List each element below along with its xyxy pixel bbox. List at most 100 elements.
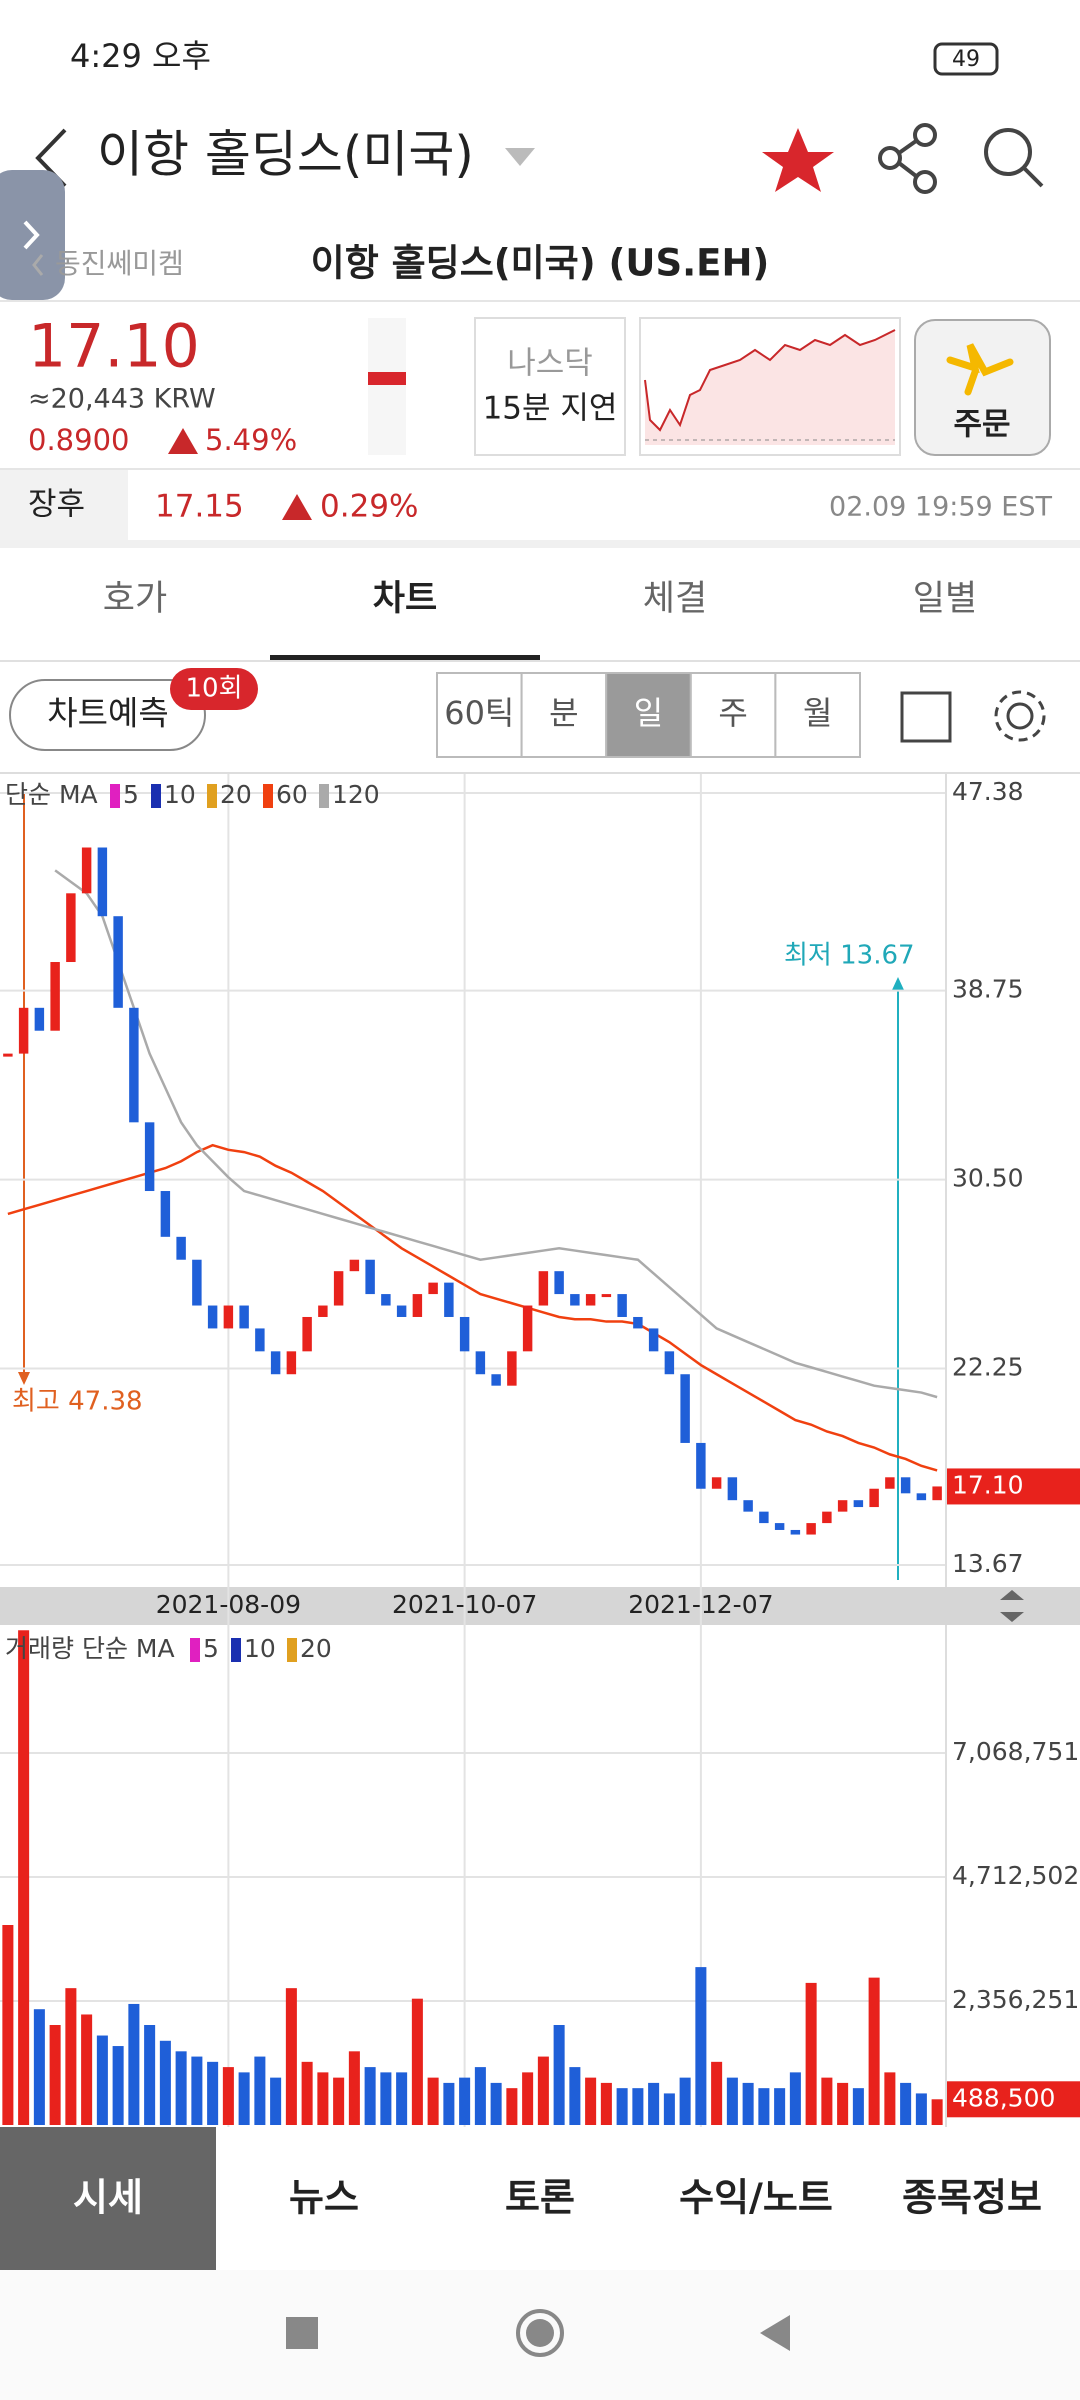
mini-candle-box: [368, 318, 406, 455]
legend-swatch: [319, 784, 329, 808]
legend-label: 20: [300, 1634, 332, 1663]
after-hours-cell: [0, 470, 128, 540]
volume-bar: [600, 2082, 612, 2125]
volume-bar: [900, 2082, 912, 2125]
volume-bar: [2, 1925, 14, 2125]
tab[interactable]: 호가: [103, 579, 167, 619]
y-tick-label: 47.38: [952, 777, 1024, 806]
market-box: [474, 317, 626, 456]
tab[interactable]: 체결: [643, 579, 707, 619]
candle: [900, 1477, 911, 1494]
arrowhead: [18, 1372, 30, 1385]
prev-arrow: [32, 254, 44, 276]
volume-bar: [679, 2077, 691, 2125]
candle: [633, 1316, 643, 1329]
candle: [270, 1351, 281, 1375]
bottom-tab[interactable]: 종목정보: [902, 2176, 1042, 2220]
candle: [129, 1007, 139, 1123]
fullscreen[interactable]: [900, 691, 952, 743]
favorite[interactable]: [762, 128, 834, 192]
candle: [318, 1305, 328, 1317]
up-triangle: [168, 428, 198, 454]
candle: [617, 1294, 627, 1317]
volume-bar: [648, 2082, 660, 2125]
legend-swatch: [110, 784, 120, 808]
settings[interactable]: [994, 690, 1046, 742]
period-button[interactable]: [774, 672, 862, 758]
bottom-tab[interactable]: 수익/노트: [679, 2176, 833, 2220]
candle: [333, 1271, 344, 1306]
bottom-tab[interactable]: 시세: [73, 2176, 143, 2220]
price-krw: ≈20,443 KRW: [28, 384, 216, 415]
nav-back[interactable]: [760, 2315, 790, 2351]
volume-bar: [411, 1998, 423, 2125]
candle: [365, 1259, 375, 1295]
y-tick-label: 30.50: [952, 1164, 1024, 1193]
sparkline-fill: [645, 330, 895, 445]
volume-bar: [553, 2025, 565, 2125]
dropdown[interactable]: [505, 148, 535, 166]
volume-bar: [49, 2025, 61, 2125]
volume-bar: [695, 1967, 707, 2125]
volume-bar: [852, 2088, 864, 2125]
candle: [790, 1529, 801, 1535]
candle: [428, 1282, 438, 1295]
candle: [50, 962, 60, 1031]
legend-swatch: [287, 1638, 297, 1662]
period-button[interactable]: [436, 672, 523, 758]
volume-bar: [254, 2056, 266, 2125]
legend-label: 10: [164, 780, 196, 809]
candle: [869, 1488, 879, 1508]
period-button[interactable]: [520, 672, 608, 758]
candle: [207, 1305, 218, 1329]
share[interactable]: [878, 123, 937, 194]
volume-bar: [506, 2088, 518, 2125]
volume-bar: [333, 2077, 345, 2125]
volume-bar: [711, 2061, 723, 2125]
volume-bar: [144, 2025, 156, 2125]
legend-label: 120: [332, 780, 380, 809]
candle: [444, 1282, 454, 1317]
volume-bar: [348, 2051, 360, 2125]
candle: [34, 1007, 45, 1031]
volume-bar: [742, 2082, 754, 2125]
tab-underline: [270, 655, 540, 660]
divider: [0, 468, 1080, 470]
order-button[interactable]: [914, 319, 1051, 456]
volume-bar: [868, 1977, 880, 2125]
period-button[interactable]: [689, 672, 777, 758]
candle: [507, 1351, 517, 1386]
candle: [759, 1511, 769, 1524]
volume-bar: [821, 2077, 833, 2125]
side-tab[interactable]: [0, 170, 65, 300]
change-pct: 5.49%: [205, 423, 297, 457]
volume-bar: [301, 2061, 313, 2125]
divider: [0, 300, 1080, 302]
period-button[interactable]: [605, 672, 692, 758]
legend-title: 단순 MA: [5, 780, 98, 809]
volume-bar: [427, 2077, 439, 2125]
volume-bar: [396, 2072, 408, 2125]
sparkline: [644, 329, 896, 432]
candle: [916, 1493, 927, 1501]
battery-level: 49: [952, 47, 980, 72]
resize-handle[interactable]: [1000, 1590, 1024, 1622]
nav-home[interactable]: [516, 2309, 564, 2357]
bottom-tab[interactable]: 토론: [505, 2176, 575, 2220]
predict-button[interactable]: [9, 679, 206, 751]
nav-recent[interactable]: [286, 2317, 318, 2349]
price: 17.10: [28, 312, 200, 382]
prev-stock[interactable]: 동진쎄미켐: [55, 247, 184, 280]
tab[interactable]: 차트: [373, 579, 437, 619]
volume-bar: [805, 1982, 817, 2125]
candle: [743, 1500, 753, 1512]
mini-candle: [368, 372, 406, 385]
legend-swatch: [231, 1638, 241, 1662]
tab[interactable]: 일별: [913, 579, 977, 619]
search[interactable]: [984, 128, 1044, 188]
candle: [822, 1511, 832, 1524]
bottom-tab[interactable]: 뉴스: [289, 2176, 359, 2220]
market: 나스닥: [507, 346, 593, 382]
